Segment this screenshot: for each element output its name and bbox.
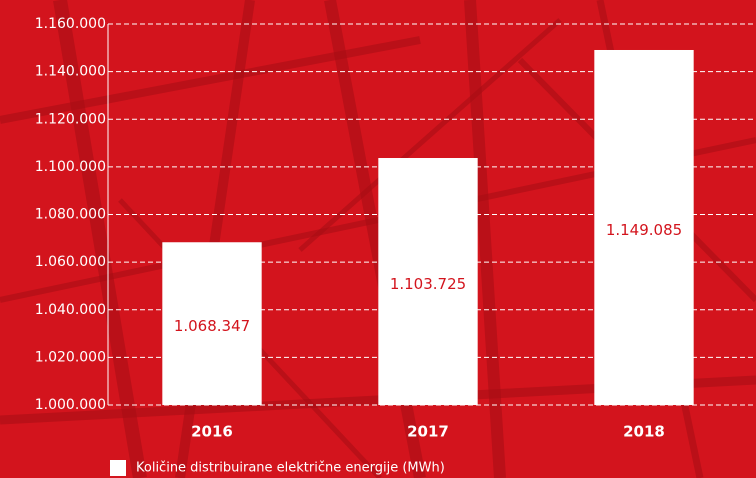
x-tick-label: 2017 bbox=[407, 423, 449, 441]
y-tick-label: 1.020.000 bbox=[35, 349, 106, 365]
y-tick-label: 1.080.000 bbox=[35, 207, 106, 223]
y-tick-label: 1.140.000 bbox=[35, 64, 106, 80]
bar bbox=[594, 49, 694, 406]
value-label: 1.149.085 bbox=[606, 221, 682, 239]
x-tick-label: 2018 bbox=[623, 423, 665, 441]
y-tick-label: 1.060.000 bbox=[35, 254, 106, 270]
y-tick-label: 1.120.000 bbox=[35, 111, 106, 127]
legend-swatch bbox=[110, 460, 126, 476]
legend-label: Količine distribuirane električne energi… bbox=[136, 461, 445, 476]
x-tick-label: 2016 bbox=[191, 423, 233, 441]
value-label: 1.068.347 bbox=[174, 317, 250, 335]
y-tick-label: 1.040.000 bbox=[35, 302, 106, 318]
y-tick-label: 1.160.000 bbox=[35, 16, 106, 32]
bar bbox=[378, 158, 478, 405]
bar bbox=[162, 242, 262, 405]
y-tick-label: 1.000.000 bbox=[35, 397, 106, 413]
y-tick-label: 1.100.000 bbox=[35, 159, 106, 175]
value-label: 1.103.725 bbox=[390, 275, 466, 293]
